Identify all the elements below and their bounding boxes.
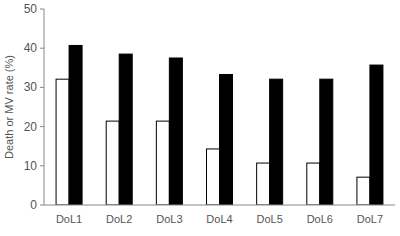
bar [69,45,82,205]
y-tick-label: 30 [24,80,38,94]
y-tick [40,9,44,10]
bar [370,65,383,205]
x-tick-label: DoL1 [56,213,82,225]
bar [270,79,283,205]
x-tick-label: DoL4 [206,213,232,225]
bar [169,58,182,205]
bar [106,121,119,205]
x-axis [44,205,395,206]
chart: 0 10 20 30 40 50 Death or MV rate (%) DoL1 DoL2 D… [0,0,400,236]
y-tick-label: 40 [24,41,38,55]
bar [257,163,270,205]
y-tick [40,205,44,206]
bars [56,45,383,205]
bar [357,177,370,205]
bar [156,121,169,205]
y-tick-label: 10 [24,159,38,173]
bar [320,79,333,205]
x-tick-label: DoL7 [357,213,383,225]
y-axis [44,9,45,205]
bar [207,149,220,205]
y-tick [40,48,44,49]
y-tick-label: 20 [24,120,38,134]
y-tick [40,87,44,88]
y-tick [40,165,44,166]
x-tick-label: DoL3 [156,213,182,225]
x-tick-label: DoL2 [106,213,132,225]
y-axis-label: Death or MV rate (%) [3,55,15,159]
x-tick-label: DoL5 [256,213,282,225]
y-tick-label: 50 [24,2,38,16]
x-tick-label: DoL6 [307,213,333,225]
chart-svg: 0 10 20 30 40 50 Death or MV rate (%) DoL1 DoL2 D… [0,0,400,236]
bar [220,74,233,205]
bar [119,54,132,205]
y-tick [40,126,44,127]
bar [56,79,69,205]
y-tick-label: 0 [30,198,37,212]
bar [307,163,320,205]
